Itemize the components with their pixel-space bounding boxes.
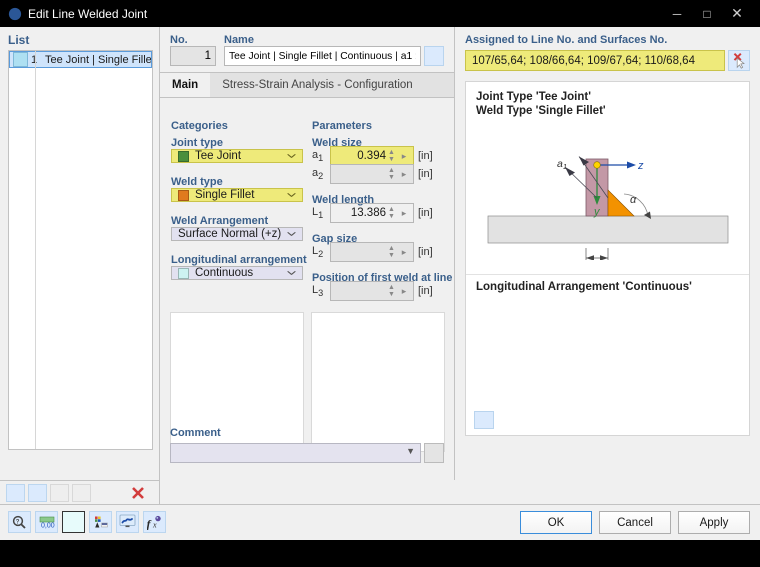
- svg-text:α: α: [630, 194, 637, 206]
- svg-text:e: e: [594, 259, 600, 260]
- svg-text:0,00: 0,00: [41, 522, 55, 529]
- svg-text:z: z: [637, 160, 644, 172]
- svg-text:?: ?: [16, 519, 20, 525]
- svg-text:a1: a1: [557, 158, 567, 171]
- svg-text:f: f: [147, 517, 152, 530]
- svg-text:x: x: [152, 520, 157, 529]
